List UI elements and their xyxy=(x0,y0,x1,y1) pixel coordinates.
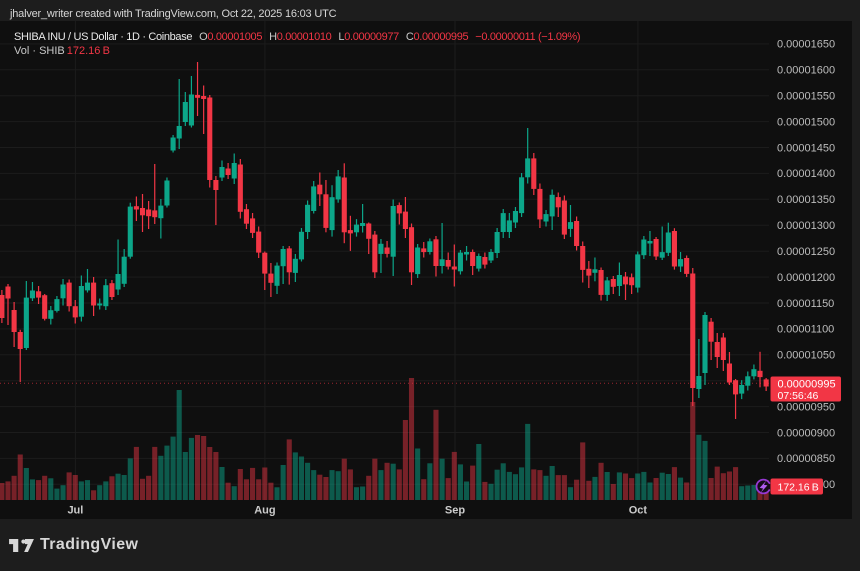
svg-text:0.00000995: 0.00000995 xyxy=(778,379,836,391)
svg-text:0.00001500: 0.00001500 xyxy=(777,116,835,128)
svg-text:172.16 B: 172.16 B xyxy=(778,481,819,493)
svg-text:0.00000900: 0.00000900 xyxy=(777,427,835,439)
svg-text:Aug: Aug xyxy=(254,505,275,517)
svg-text:0.00000850: 0.00000850 xyxy=(777,453,835,465)
svg-text:Jul: Jul xyxy=(67,505,83,517)
svg-text:0.00001050: 0.00001050 xyxy=(777,350,835,362)
svg-text:0.00001100: 0.00001100 xyxy=(777,324,834,336)
svg-text:Oct: Oct xyxy=(629,505,648,517)
svg-text:07:56:46: 07:56:46 xyxy=(778,390,819,402)
svg-text:0.00001450: 0.00001450 xyxy=(777,142,835,154)
svg-text:0.00001650: 0.00001650 xyxy=(777,39,835,51)
svg-text:0.00001350: 0.00001350 xyxy=(777,194,835,206)
svg-text:0.00001200: 0.00001200 xyxy=(777,272,835,284)
svg-text:0.00001550: 0.00001550 xyxy=(777,91,835,103)
svg-text:0.00001300: 0.00001300 xyxy=(777,220,835,232)
svg-text:0.00001250: 0.00001250 xyxy=(777,246,835,258)
svg-text:Sep: Sep xyxy=(445,505,465,517)
svg-text:0.00001400: 0.00001400 xyxy=(777,168,835,180)
svg-text:0.00001150: 0.00001150 xyxy=(777,298,834,310)
svg-text:0.00001600: 0.00001600 xyxy=(777,65,835,77)
svg-text:0.00000950: 0.00000950 xyxy=(777,401,835,413)
